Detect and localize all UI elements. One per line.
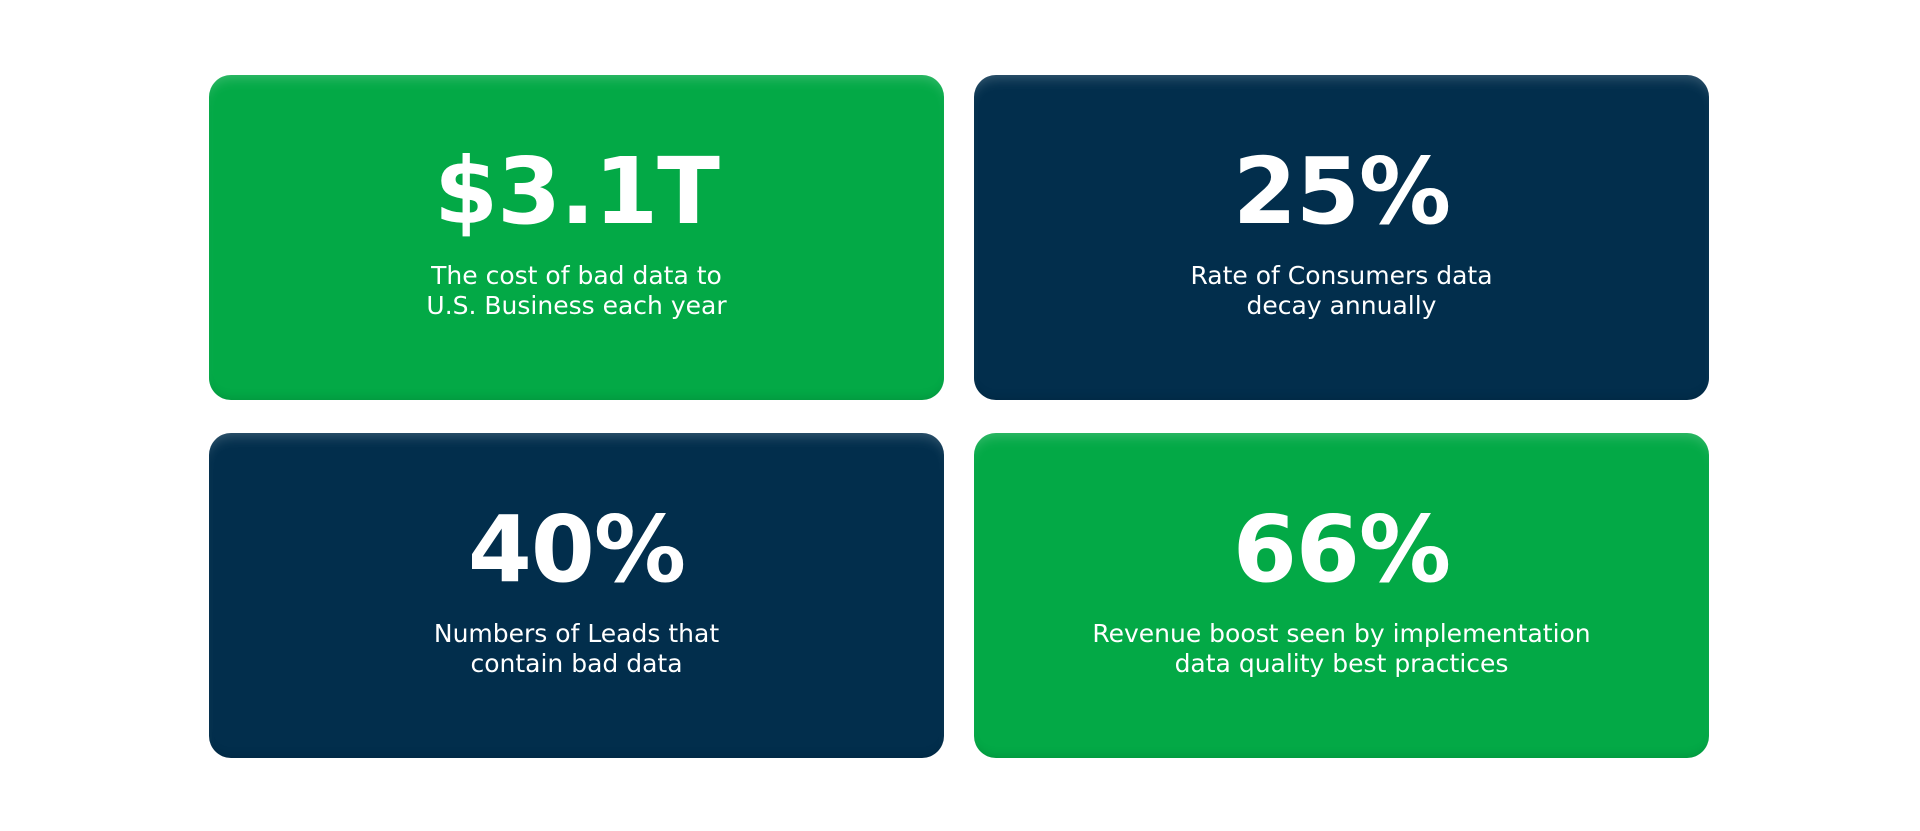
stat-value: $3.1T	[434, 138, 720, 245]
description-line: U.S. Business each year	[426, 291, 727, 320]
stat-description: Numbers of Leads that contain bad data	[209, 619, 944, 679]
stat-value: 40%	[467, 496, 686, 603]
description-line: The cost of bad data to	[431, 261, 722, 290]
stat-value: 25%	[1232, 138, 1451, 245]
stat-card: 40% Numbers of Leads that contain bad data	[209, 433, 944, 758]
stat-description: Revenue boost seen by implementation data…	[974, 619, 1709, 679]
description-line: Numbers of Leads that	[433, 619, 720, 648]
description-line: Revenue boost seen by implementation	[1092, 619, 1591, 648]
stat-card: 25% Rate of Consumers data decay annually	[974, 75, 1709, 400]
description-line: Rate of Consumers data	[1190, 261, 1493, 290]
stat-value: 66%	[1232, 496, 1451, 603]
stats-grid: $3.1T The cost of bad data to U.S. Busines…	[209, 75, 1709, 758]
stat-card: 66% Revenue boost seen by implementation d…	[974, 433, 1709, 758]
description-line: contain bad data	[470, 649, 683, 678]
stat-card: $3.1T The cost of bad data to U.S. Busines…	[209, 75, 944, 400]
stat-description: Rate of Consumers data decay annually	[974, 261, 1709, 321]
description-line: decay annually	[1246, 291, 1437, 320]
description-line: data quality best practices	[1174, 649, 1509, 678]
stat-description: The cost of bad data to U.S. Business eac…	[209, 261, 944, 321]
